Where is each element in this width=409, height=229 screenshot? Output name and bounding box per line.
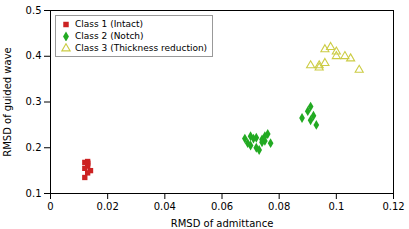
html-text:Class 3 (Thickness reduction): Class 3 (Thickness reduction) (75, 43, 208, 53)
svg-text:0.3: 0.3 (26, 96, 42, 107)
svg-text:0.02: 0.02 (97, 201, 119, 212)
svg-text:0: 0 (47, 201, 53, 212)
svg-text:RMSD of admittance: RMSD of admittance (171, 218, 274, 229)
svg-text:0.1: 0.1 (328, 201, 344, 212)
svg-text:0.12: 0.12 (382, 201, 404, 212)
svg-text:0.1: 0.1 (26, 188, 42, 199)
svg-text:0.4: 0.4 (26, 50, 42, 61)
svg-text:0.2: 0.2 (26, 142, 42, 153)
svg-text:0.5: 0.5 (26, 5, 42, 16)
html-text:Class 1 (Intact): Class 1 (Intact) (75, 19, 143, 29)
svg-text:0.06: 0.06 (211, 201, 233, 212)
html-text:Class 2 (Notch): Class 2 (Notch) (75, 31, 144, 41)
svg-text:0.08: 0.08 (268, 201, 290, 212)
svg-text:0.04: 0.04 (154, 201, 176, 212)
svg-text:RMSD of guided wave: RMSD of guided wave (2, 47, 13, 157)
